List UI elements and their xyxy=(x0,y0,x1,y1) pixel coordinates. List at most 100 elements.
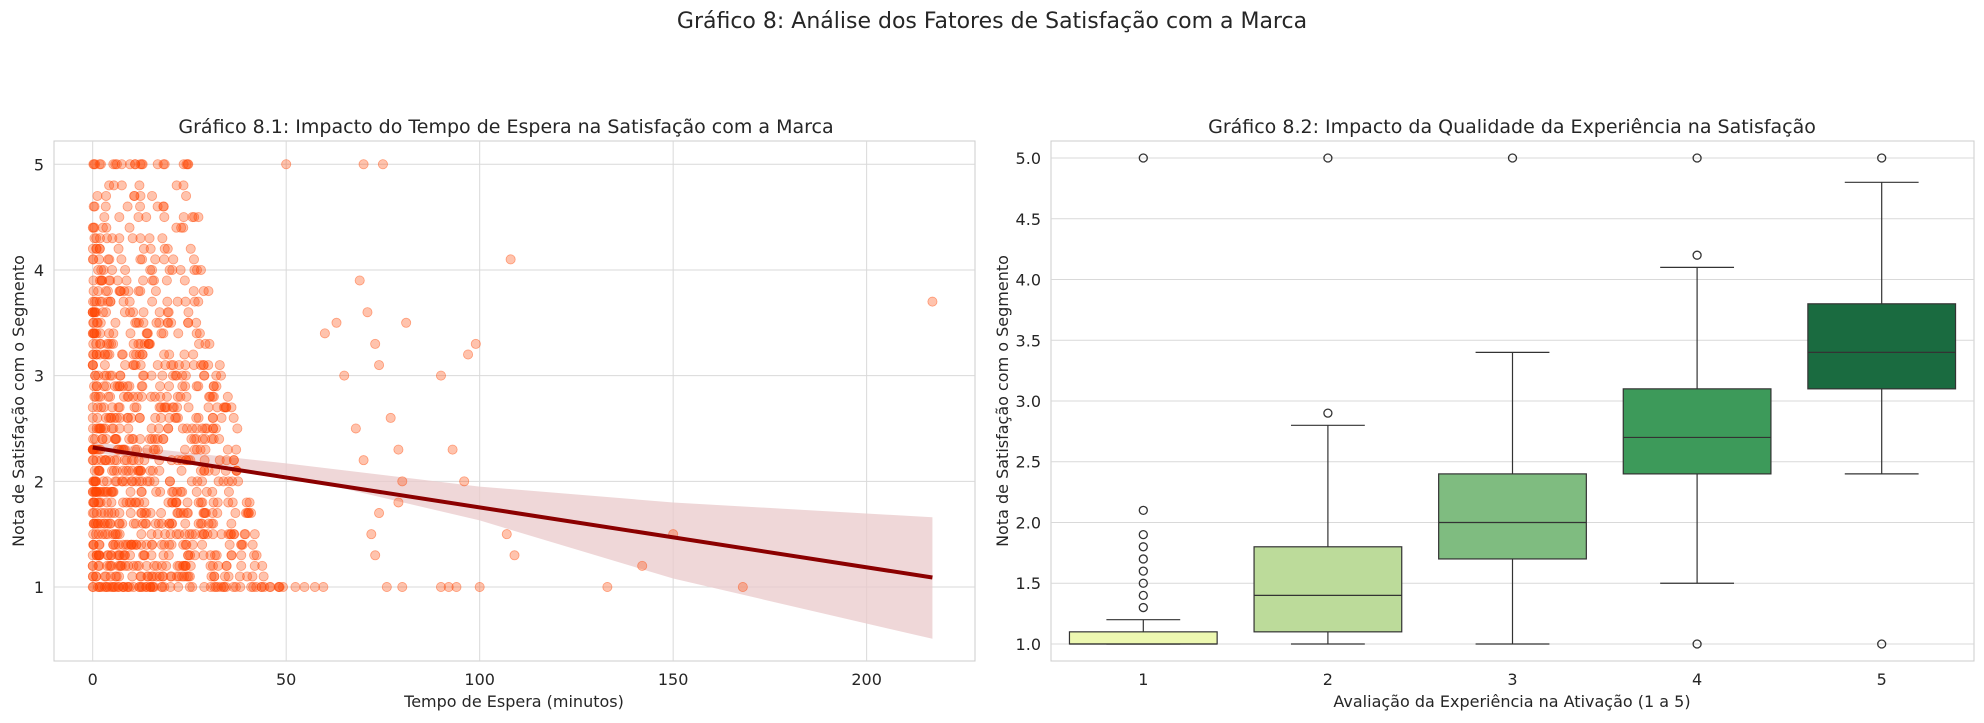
scatter-point xyxy=(88,539,99,550)
scatter-point xyxy=(309,582,320,593)
scatter-point xyxy=(200,434,211,445)
scatter-point xyxy=(130,317,141,328)
scatter-point xyxy=(257,560,268,571)
scatter-point xyxy=(92,381,103,392)
scatter-point xyxy=(206,434,217,445)
scatter-point xyxy=(183,550,194,561)
scatter-point xyxy=(156,582,167,593)
scatter-point xyxy=(199,508,210,519)
scatter-point xyxy=(90,486,101,497)
scatter-point xyxy=(104,560,115,571)
scatter-point xyxy=(118,296,129,307)
scatter-point xyxy=(101,455,112,466)
boxplot-y-label: Nota de Satisfação com o Segmento xyxy=(993,255,1012,547)
scatter-point xyxy=(95,423,106,434)
scatter-point xyxy=(171,529,182,540)
scatter-point xyxy=(264,582,275,593)
scatter-point xyxy=(265,582,276,593)
regression-line-path xyxy=(92,445,933,580)
scatter-point xyxy=(150,444,161,455)
scatter-point xyxy=(114,571,125,582)
scatter-point xyxy=(212,497,223,508)
scatter-point xyxy=(114,212,125,223)
scatter-point xyxy=(175,391,186,402)
scatter-point xyxy=(122,582,133,593)
scatter-point xyxy=(223,571,234,582)
scatter-point xyxy=(138,317,149,328)
scatter-point xyxy=(213,476,224,487)
scatter-point xyxy=(113,243,124,254)
scatter-point xyxy=(182,550,193,561)
scatter-point xyxy=(397,582,408,593)
scatter-point xyxy=(227,476,238,487)
scatter-point xyxy=(95,317,106,328)
scatter-point xyxy=(113,539,124,550)
scatter-point xyxy=(147,582,158,593)
scatter-point xyxy=(136,391,147,402)
scatter-point xyxy=(89,307,100,318)
scatter-point xyxy=(184,529,195,540)
scatter-point xyxy=(187,539,198,550)
scatter-point xyxy=(99,486,110,497)
scatter-point xyxy=(159,582,170,593)
scatter-point xyxy=(89,222,100,233)
scatter-point xyxy=(87,254,98,265)
scatter-point xyxy=(142,476,153,487)
scatter-point xyxy=(90,518,101,529)
scatter-point xyxy=(189,296,200,307)
scatter-point xyxy=(99,381,110,392)
scatter-point xyxy=(203,286,214,297)
scatter-point xyxy=(89,307,100,318)
scatter-point xyxy=(229,529,240,540)
scatter-point xyxy=(103,550,114,561)
scatter-point xyxy=(151,317,162,328)
scatter-point xyxy=(141,212,152,223)
scatter-point xyxy=(175,264,186,275)
x-tick-label: 200 xyxy=(851,670,882,689)
box-category-2 xyxy=(1253,153,1403,645)
x-tick-label: 1 xyxy=(1138,670,1148,689)
outlier-point xyxy=(1138,602,1148,613)
scatter-point xyxy=(94,582,105,593)
scatter-point xyxy=(146,423,157,434)
scatter-point xyxy=(173,328,184,339)
scatter-point xyxy=(236,560,247,571)
scatter-point xyxy=(93,465,104,476)
scatter-point xyxy=(166,360,177,371)
scatter-point xyxy=(258,571,269,582)
scatter-point xyxy=(278,582,289,593)
x-tick-label: 50 xyxy=(276,670,296,689)
scatter-point xyxy=(102,349,113,360)
scatter-point xyxy=(128,539,139,550)
scatter-point xyxy=(152,201,163,212)
scatter-point xyxy=(219,402,230,413)
scatter-point xyxy=(128,307,139,318)
scatter-point xyxy=(185,560,196,571)
scatter-point xyxy=(191,328,202,339)
scatter-point xyxy=(244,497,255,508)
scatter-point xyxy=(93,391,104,402)
scatter-point xyxy=(117,381,128,392)
scatter-point xyxy=(166,571,177,582)
scatter-point xyxy=(97,307,108,318)
scatter-point xyxy=(128,560,139,571)
scatter-point xyxy=(142,328,153,339)
scatter-point xyxy=(139,550,150,561)
scatter-point xyxy=(154,307,165,318)
scatter-point xyxy=(124,222,135,233)
scatter-point xyxy=(100,201,111,212)
scatter-point xyxy=(178,539,189,550)
scatter-point xyxy=(90,370,101,381)
scatter-point xyxy=(119,550,130,561)
scatter-point xyxy=(193,296,204,307)
scatter-point xyxy=(112,529,123,540)
scatter-point xyxy=(226,529,237,540)
scatter-point xyxy=(163,550,174,561)
scatter-point xyxy=(135,254,146,265)
scatter-point xyxy=(135,286,146,297)
scatter-point xyxy=(116,254,127,265)
scatter-point xyxy=(135,338,146,349)
scatter-point xyxy=(88,518,99,529)
scatter-point xyxy=(177,571,188,582)
scatter-point xyxy=(128,518,139,529)
